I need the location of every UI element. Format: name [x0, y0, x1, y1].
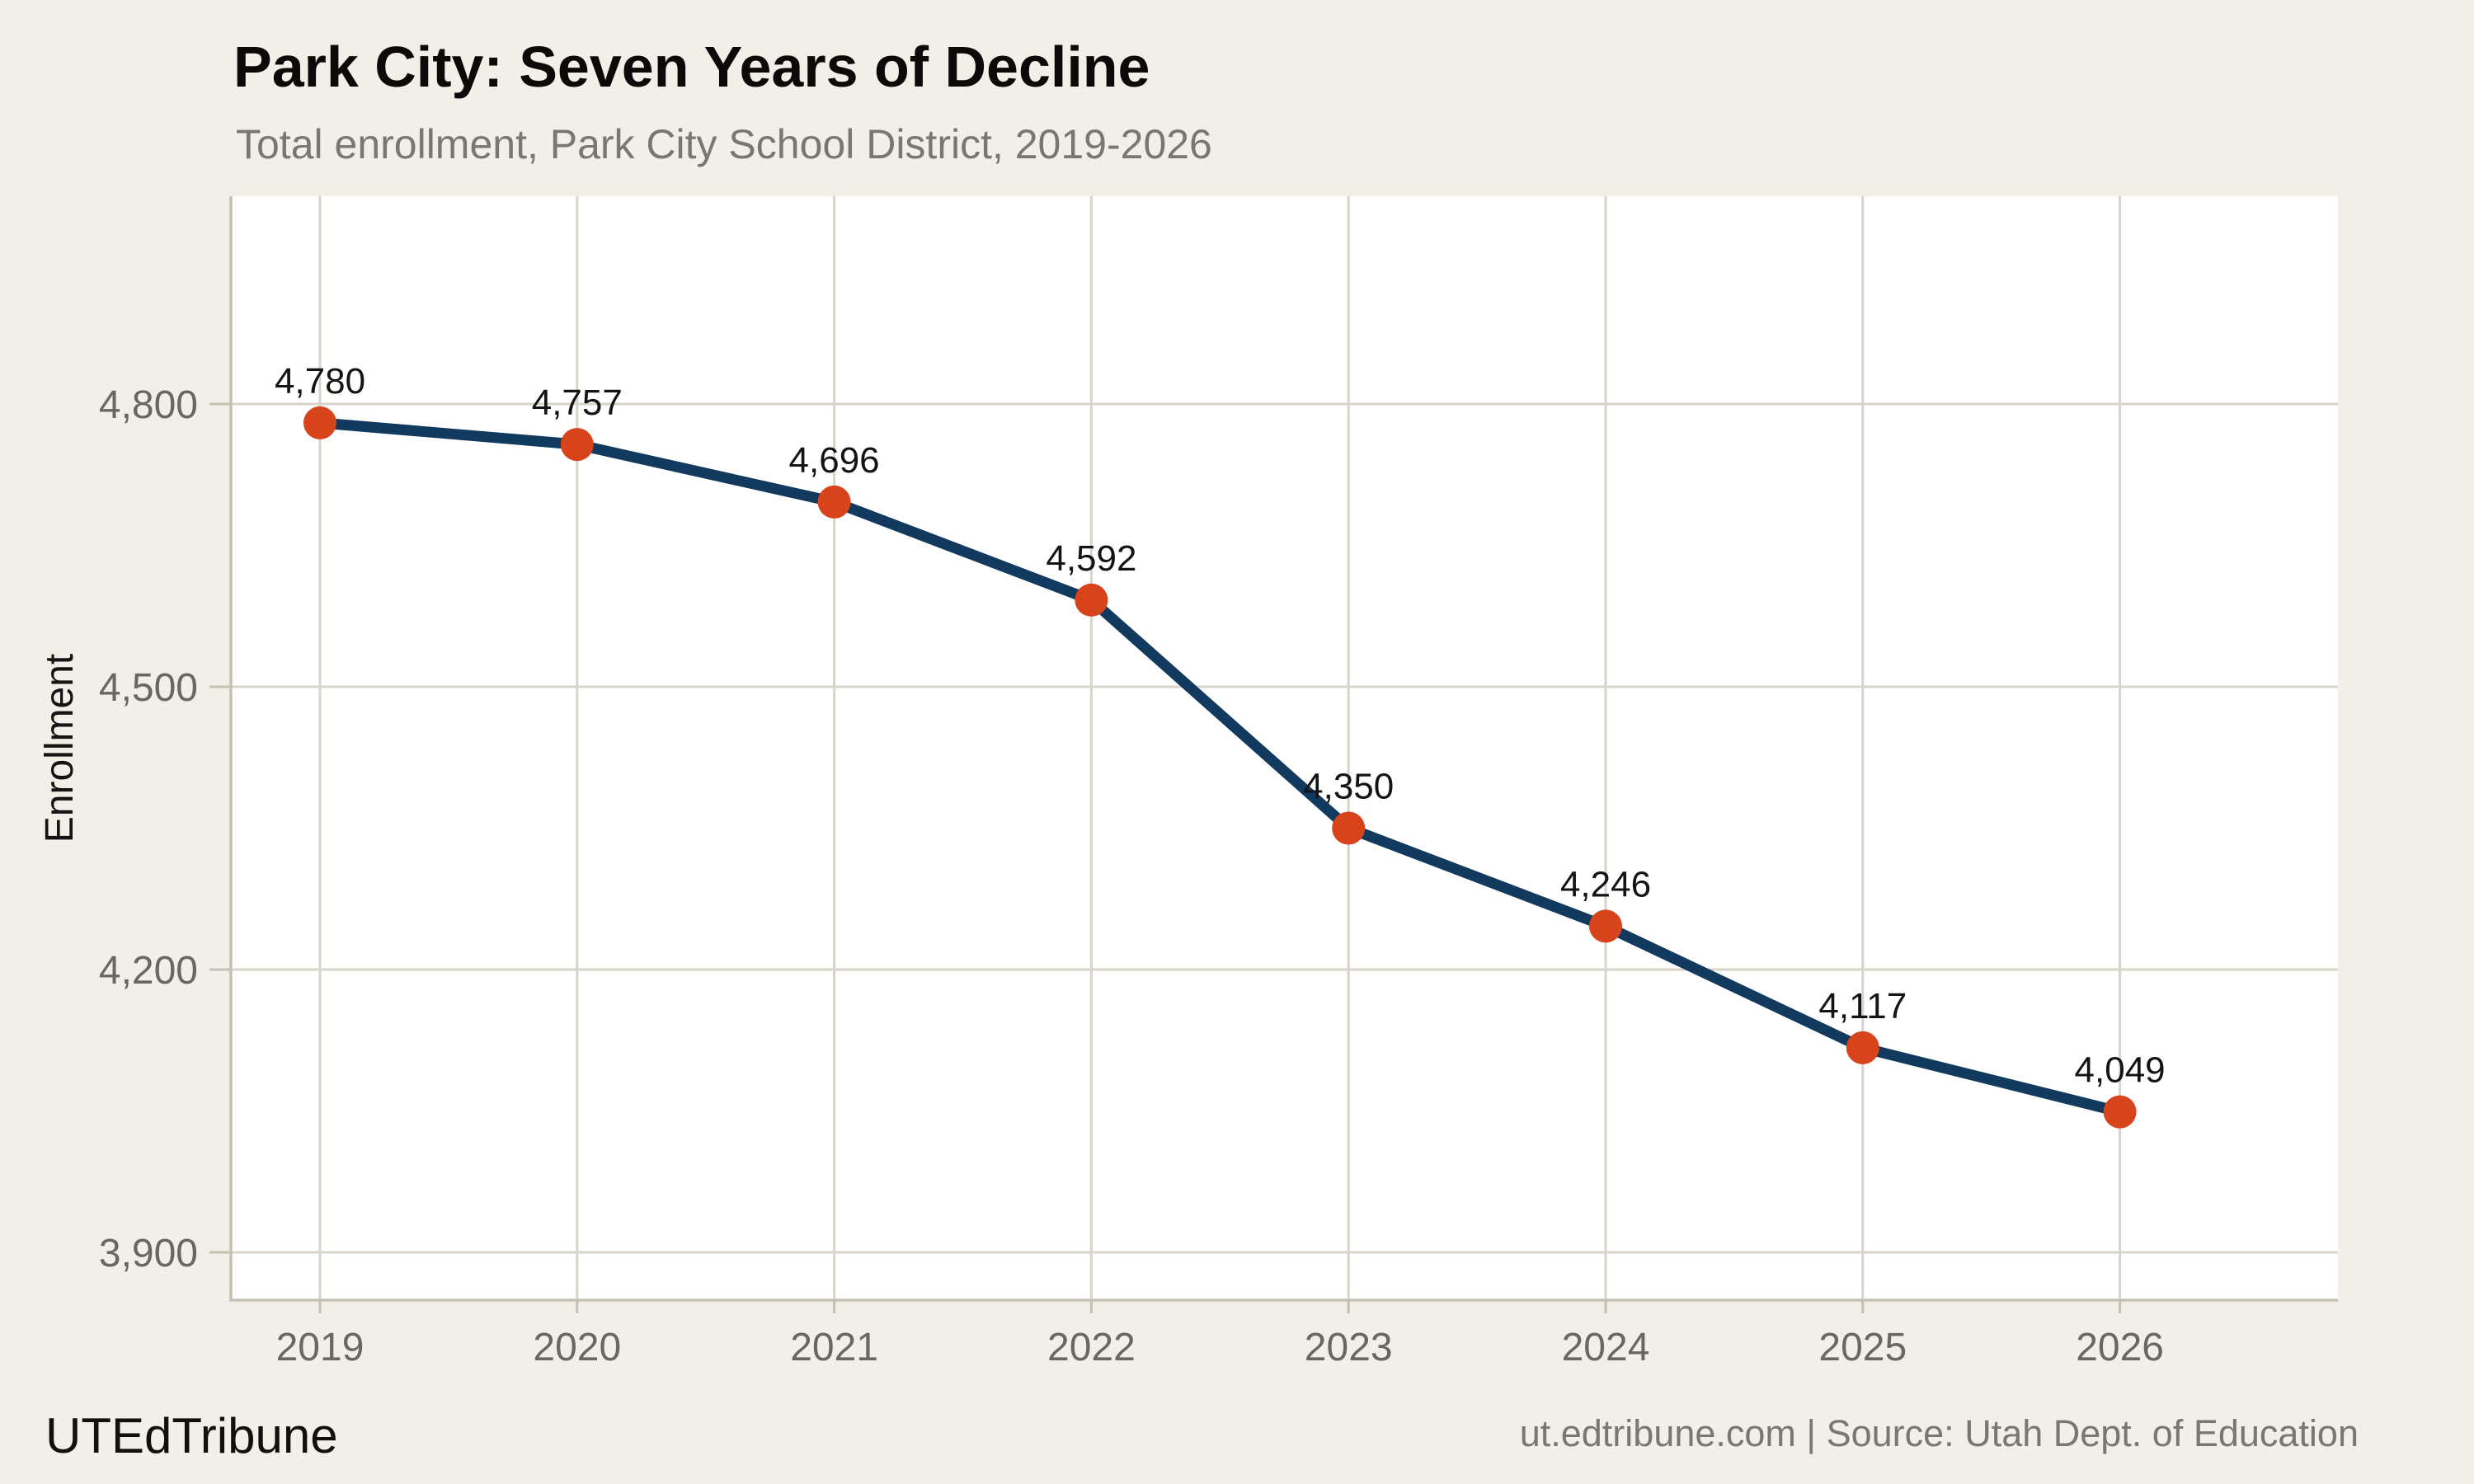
y-tick-label: 3,900 — [99, 1232, 198, 1275]
data-point — [303, 406, 336, 439]
chart-title: Park City: Seven Years of Decline — [233, 35, 1150, 99]
x-tick-label: 2026 — [2076, 1326, 2164, 1369]
data-point-label: 4,696 — [789, 440, 880, 481]
plot-area — [231, 196, 2338, 1300]
y-tick-label: 4,800 — [99, 383, 198, 427]
y-axis-title: Enrollment — [38, 654, 82, 843]
data-point — [817, 485, 851, 519]
x-tick-label: 2021 — [790, 1326, 878, 1369]
source-attribution: ut.edtribune.com | Source: Utah Dept. of… — [1519, 1412, 2359, 1454]
x-tick-label: 2020 — [533, 1326, 621, 1369]
data-point — [2103, 1095, 2137, 1129]
x-tick-label: 2023 — [1305, 1326, 1393, 1369]
x-tick-label: 2022 — [1047, 1326, 1136, 1369]
data-point-label: 4,246 — [1560, 864, 1651, 904]
x-tick-label: 2024 — [1562, 1326, 1650, 1369]
publisher-logo: UTEdTribune — [45, 1408, 338, 1463]
data-point — [560, 428, 594, 462]
x-tick-label: 2025 — [1818, 1326, 1907, 1369]
data-point — [1589, 909, 1622, 943]
trend-line — [314, 417, 2126, 1118]
data-point-label: 4,780 — [275, 361, 365, 402]
data-point-label: 4,049 — [2075, 1050, 2166, 1091]
data-point — [1075, 583, 1108, 617]
data-point-label: 4,592 — [1046, 538, 1136, 579]
data-point-label: 4,757 — [532, 383, 623, 423]
data-point — [1846, 1031, 1879, 1064]
data-point — [1332, 811, 1366, 845]
y-tick-label: 4,200 — [99, 949, 198, 993]
data-point-label: 4,350 — [1303, 766, 1394, 806]
y-tick-label: 4,500 — [99, 666, 198, 710]
data-point-label: 4,117 — [1818, 986, 1907, 1026]
chart-subtitle: Total enrollment, Park City School Distr… — [236, 121, 1212, 167]
x-tick-label: 2019 — [276, 1326, 365, 1369]
